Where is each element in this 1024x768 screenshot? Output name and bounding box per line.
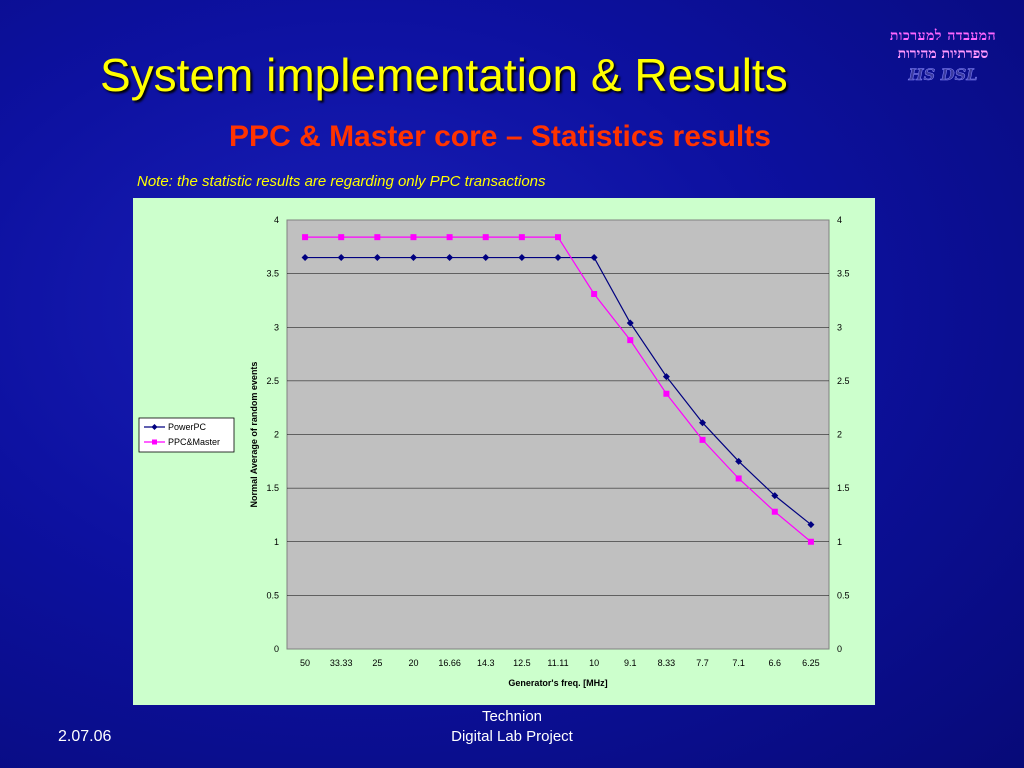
- data-point-powerpc: [301, 254, 309, 262]
- y-tick-label-right: 0: [837, 644, 842, 654]
- x-tick-label: 20: [408, 658, 418, 668]
- data-point-powerpc: [482, 254, 490, 262]
- legend: PowerPC PPC&Master: [138, 417, 235, 453]
- y-axis-label: Normal Average of random events: [249, 362, 259, 508]
- legend-marker-diamond: [151, 424, 158, 430]
- y-tick-label-right: 2.5: [837, 376, 850, 386]
- y-tick-label-right: 4: [837, 215, 842, 225]
- x-tick-label: 6.25: [802, 658, 820, 668]
- x-tick-label: 7.1: [732, 658, 745, 668]
- data-point-powerpc: [373, 254, 381, 262]
- data-point-ppc-master: [338, 234, 345, 241]
- data-point-powerpc: [807, 521, 815, 529]
- data-point-ppc-master: [410, 234, 417, 241]
- data-point-powerpc: [662, 373, 670, 381]
- x-tick-label: 33.33: [330, 658, 353, 668]
- chart-note: Note: the statistic results are regardin…: [137, 173, 546, 190]
- legend-marker-square: [152, 439, 157, 445]
- logo-brand: HS DSL: [908, 65, 978, 85]
- y-tick-label-right: 1.5: [837, 483, 850, 493]
- data-point-powerpc: [554, 254, 562, 262]
- data-point-ppc-master: [302, 234, 309, 241]
- data-point-ppc-master: [591, 291, 598, 298]
- x-tick-label: 6.6: [769, 658, 782, 668]
- data-point-powerpc: [735, 457, 743, 465]
- footer-center: Technion Digital Lab Project: [412, 707, 612, 747]
- y-tick-label-right: 0.5: [837, 590, 850, 600]
- data-point-ppc-master: [807, 538, 814, 545]
- x-tick-label: 9.1: [624, 658, 637, 668]
- x-tick-label: 14.3: [477, 658, 495, 668]
- data-point-ppc-master: [735, 475, 742, 482]
- legend-label: PowerPC: [168, 422, 207, 432]
- x-tick-label: 16.66: [438, 658, 461, 668]
- data-point-ppc-master: [518, 234, 525, 241]
- data-point-ppc-master: [374, 234, 381, 241]
- data-point-ppc-master: [627, 337, 634, 344]
- y-tick-label-left: 0: [274, 644, 279, 654]
- slide-title: System implementation & Results: [100, 49, 788, 101]
- y-tick-label-left: 3.5: [266, 269, 279, 279]
- y-tick-label-left: 4: [274, 215, 279, 225]
- y-tick-label-left: 1: [274, 537, 279, 547]
- lab-logo: המעבדה למערכות ספרתיות מהירות HS DSL: [868, 28, 1018, 84]
- x-tick-label: 10: [589, 658, 599, 668]
- data-point-ppc-master: [446, 234, 453, 241]
- data-point-powerpc: [518, 254, 526, 262]
- y-tick-label-left: 2.5: [266, 376, 279, 386]
- data-point-ppc-master: [555, 234, 561, 241]
- y-tick-label-right: 2: [837, 430, 842, 440]
- y-tick-label-left: 0.5: [266, 590, 279, 600]
- logo-hebrew-line2: ספרתיות מהירות: [897, 46, 989, 62]
- footer-date: 2.07.06: [58, 728, 112, 745]
- x-tick-label: 25: [372, 658, 382, 668]
- data-point-powerpc: [446, 254, 454, 262]
- chart-area: 0 0 0.5 0.5 1 1 1.5 1.5 2 2 2.5 2.5 3 3 3.5 3.5 4 4 50 33.3…: [133, 198, 875, 705]
- data-point-ppc-master: [663, 390, 670, 397]
- logo-hebrew-line1: המעבדה למערכות: [889, 28, 997, 44]
- y-tick-label-right: 3.5: [837, 269, 850, 279]
- data-point-ppc-master: [699, 436, 706, 443]
- footer-line2: Digital Lab Project: [451, 728, 573, 745]
- y-tick-label-left: 3: [274, 322, 279, 332]
- x-tick-label: 11.11: [547, 658, 568, 668]
- data-point-powerpc: [699, 419, 707, 427]
- y-tick-label-right: 3: [837, 322, 842, 332]
- x-tick-label: 8.33: [658, 658, 676, 668]
- data-point-ppc-master: [482, 234, 489, 241]
- y-tick-label-left: 2: [274, 430, 279, 440]
- y-tick-label-right: 1: [837, 537, 842, 547]
- line-chart: 0 0 0.5 0.5 1 1 1.5 1.5 2 2 2.5 2.5 3 3 3.5 3.5 4 4 50 33.3…: [138, 215, 850, 688]
- slide-subtitle: PPC & Master core – Statistics results: [229, 120, 771, 153]
- data-point-powerpc: [337, 254, 345, 262]
- footer-line1: Technion: [481, 708, 543, 725]
- x-axis-label: Generator's freq. [MHz]: [508, 678, 607, 688]
- x-tick-label: 12.5: [513, 658, 531, 668]
- data-point-powerpc: [409, 254, 417, 262]
- legend-label: PPC&Master: [168, 437, 220, 447]
- data-point-powerpc: [590, 254, 598, 262]
- x-tick-label: 7.7: [696, 658, 709, 668]
- x-tick-label: 50: [300, 658, 310, 668]
- data-point-ppc-master: [771, 508, 778, 515]
- legend-box: [138, 417, 235, 453]
- y-tick-label-left: 1.5: [266, 483, 279, 493]
- data-point-powerpc: [771, 492, 779, 500]
